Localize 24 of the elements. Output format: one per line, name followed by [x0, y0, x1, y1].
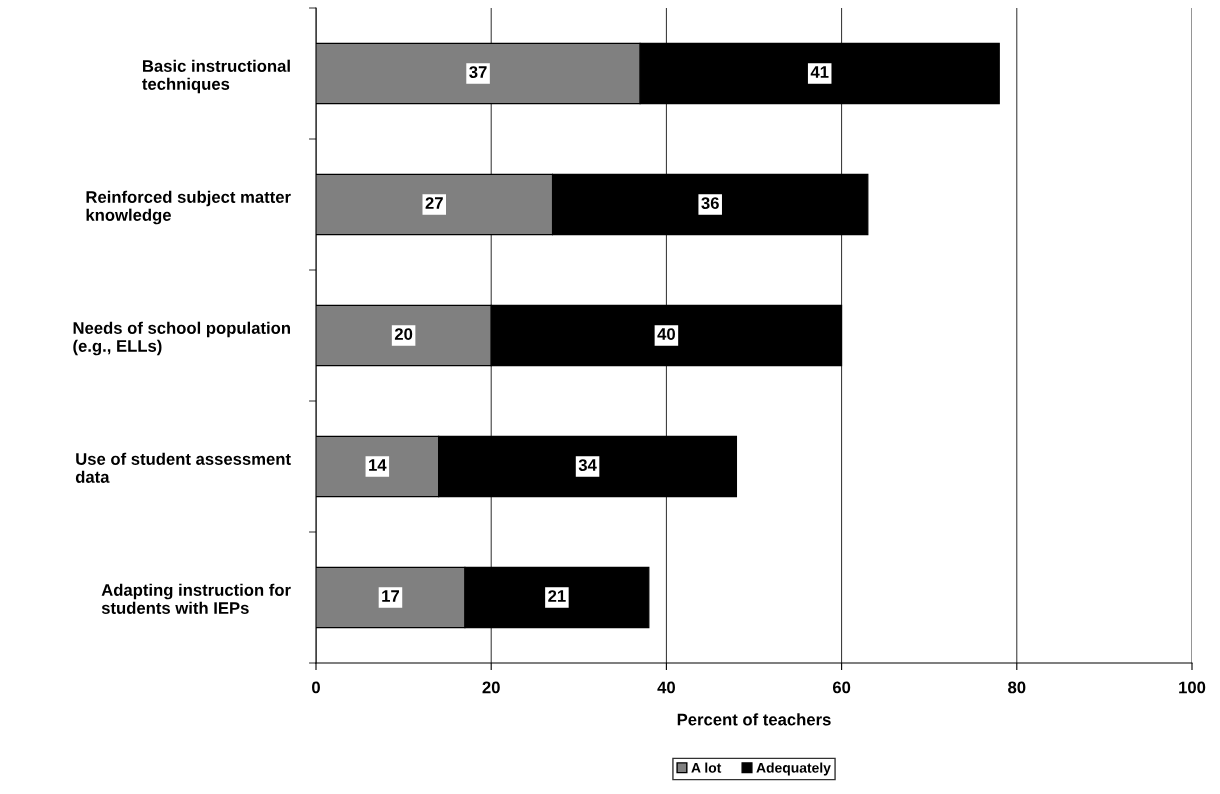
data-label: 20 [394, 328, 413, 340]
x-tick-label: 40 [657, 681, 675, 694]
y-tick-label: Adapting instruction for students with IEPs [101, 583, 291, 614]
x-tick-label: 80 [1008, 681, 1026, 694]
data-label: 41 [810, 66, 829, 78]
data-label: 40 [657, 328, 675, 340]
legend-label: Adequately [756, 762, 831, 776]
data-label: 37 [469, 66, 487, 78]
y-tick-label: Basic instructional techniques [142, 59, 290, 94]
data-label: 27 [425, 197, 443, 209]
x-tick-label: 60 [832, 681, 851, 694]
data-label: 36 [701, 197, 719, 209]
data-label: 34 [578, 459, 597, 471]
x-tick-label: 100 [1179, 681, 1206, 694]
legend-label: A lot [691, 762, 722, 773]
x-tick-label: 20 [482, 681, 500, 694]
data-label: 17 [382, 590, 399, 602]
y-tick-label: Needs of school population (e.g., ELLs) [73, 321, 290, 356]
y-tick-label: Reinforced subject matter knowledge [86, 190, 291, 225]
x-tick-label: 0 [312, 681, 320, 694]
x-axis-title: Percent of teachers [677, 713, 831, 726]
y-tick-label: Use of student assessment data [75, 452, 291, 483]
data-label: 21 [548, 590, 566, 602]
data-label: 14 [369, 459, 387, 471]
